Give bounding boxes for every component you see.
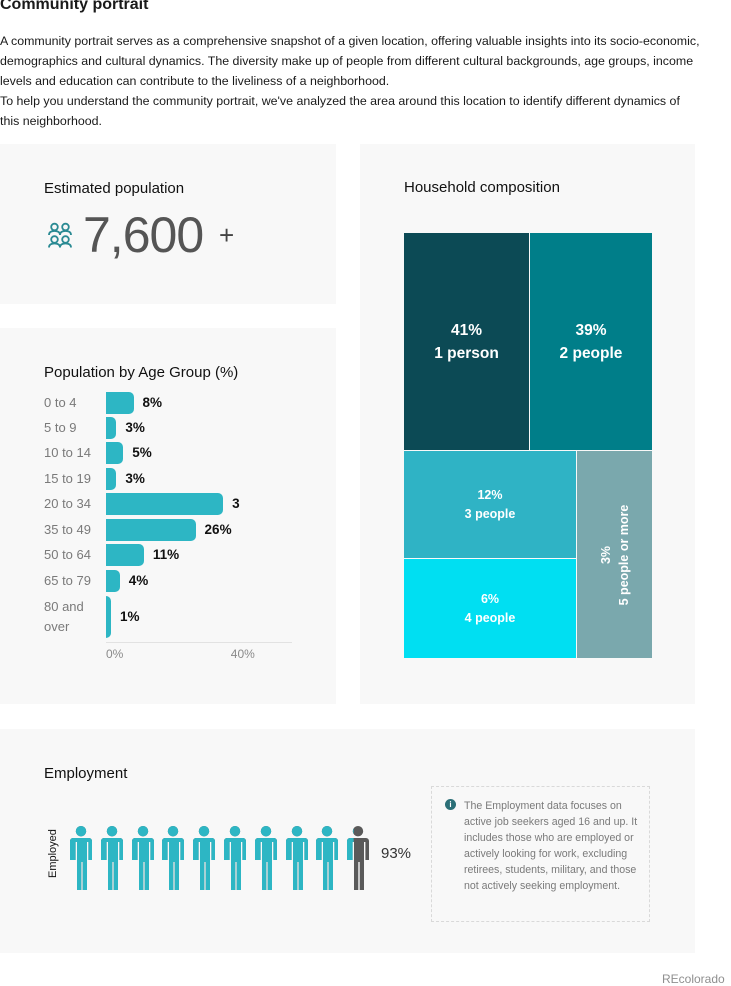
age-value-label: 4% (128, 573, 149, 588)
treemap-label: 1 person (434, 344, 499, 362)
age-value-label: 3% (125, 420, 145, 435)
employment-axis-label: Employed (47, 829, 59, 878)
age-bar (106, 468, 117, 490)
age-value-label: 8% (142, 395, 163, 410)
employment-note-text: The Employment data focuses on active jo… (464, 800, 638, 892)
person-icon (162, 826, 185, 890)
treemap-rotated-text: 3% 5 people or more (597, 504, 633, 605)
age-bar (106, 493, 224, 515)
person-icon (131, 826, 154, 890)
treemap-pct: 41% (450, 321, 483, 339)
household-title: Household composition (404, 179, 560, 196)
age-chart-title: Population by Age Group (%) (44, 364, 239, 381)
treemap-pct: 3% (598, 545, 613, 564)
employment-note: i The Employment data focuses on active … (431, 786, 650, 922)
person-icon (193, 826, 216, 890)
person-icon (316, 826, 339, 890)
age-value-label: 1% (120, 609, 140, 624)
person-icon (285, 826, 308, 890)
age-category-label: 5 to 9 (44, 420, 77, 435)
person-icon (224, 826, 246, 890)
age-bar (106, 570, 120, 592)
page-title: Community portrait (0, 0, 149, 13)
age-value-label: 3% (125, 471, 145, 486)
treemap-cell-4-people: 6% 4 people (404, 559, 576, 658)
age-category-label: 50 to 64 (44, 547, 91, 562)
age-bar (106, 392, 134, 414)
age-category-label: 35 to 49 (44, 522, 91, 537)
intro-paragraph-2: To help you understand the community por… (0, 94, 680, 128)
age-tick-label: 40% (230, 647, 255, 661)
treemap-pct: 12% (477, 487, 503, 502)
treemap-label: 4 people (464, 610, 516, 625)
age-bar (106, 596, 111, 638)
population-title: Estimated population (44, 180, 185, 197)
person-icon (347, 826, 370, 890)
employment-percent: 93% (381, 845, 412, 862)
age-tick-label: 0% (106, 647, 124, 661)
treemap-pct: 39% (575, 321, 607, 339)
watermark: REcolorado (662, 972, 725, 986)
age-category-label: 15 to 19 (44, 471, 91, 486)
age-category-label: 80 and over (44, 599, 84, 634)
age-category-label: 65 to 79 (44, 573, 91, 588)
age-bar (106, 442, 124, 464)
age-value-label: 3 (232, 496, 240, 511)
treemap-label: 3 people (464, 506, 516, 521)
age-value-label: 26% (204, 522, 232, 537)
age-category-label: 0 to 4 (44, 395, 77, 410)
treemap-cell-3-people: 12% 3 people (404, 451, 576, 558)
age-card (0, 328, 336, 704)
treemap-cell-1-person: 41% 1 person (404, 233, 529, 450)
population-suffix: + (219, 220, 235, 250)
age-value-label: 11% (152, 547, 180, 562)
age-axis-line (106, 642, 292, 643)
treemap-pct: 6% (480, 591, 500, 606)
treemap-cell-5-people: 3% 5 people or more (577, 451, 652, 658)
population-value: 7,600 (83, 207, 204, 263)
treemap-cell-2-people: 39% 2 people (530, 233, 652, 450)
employment-title: Employment (44, 765, 128, 782)
person-icon (70, 826, 92, 890)
people-group-icon (48, 222, 72, 248)
age-bar (106, 519, 196, 541)
person-icon (100, 826, 123, 890)
age-category-label: 10 to 14 (44, 445, 91, 460)
treemap-label: 2 people (559, 344, 623, 362)
intro-paragraph-1: A community portrait serves as a compreh… (0, 34, 700, 88)
person-icon (254, 826, 277, 890)
info-icon: i (445, 799, 456, 810)
treemap-label: 5 people or more (616, 504, 631, 605)
age-value-label: 5% (132, 445, 152, 460)
age-bar (106, 544, 144, 566)
age-bar (106, 417, 117, 439)
age-category-label: 20 to 34 (44, 496, 91, 511)
intro-text: A community portrait serves as a compreh… (0, 31, 700, 131)
